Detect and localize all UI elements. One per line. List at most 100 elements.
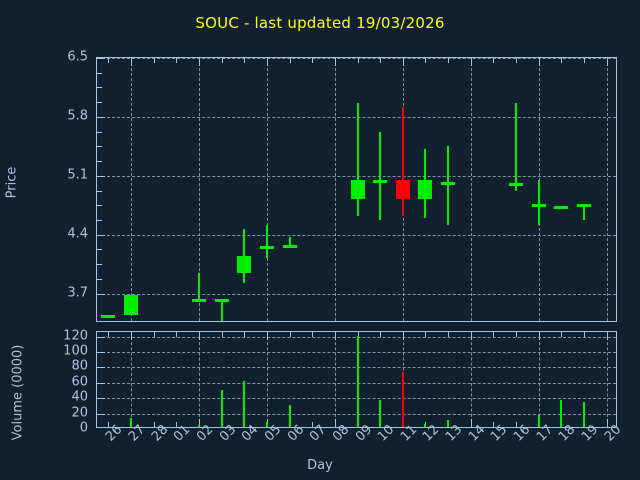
volume-vertical-gridline xyxy=(470,332,472,427)
price-tick-label: 4.4 xyxy=(67,226,88,242)
volume-axis-tick xyxy=(97,398,105,400)
price-vertical-gridline xyxy=(198,58,200,321)
candle-doji-mark xyxy=(101,315,116,319)
price-top-tick xyxy=(470,58,472,66)
candle-wick xyxy=(288,237,291,246)
volume-bar xyxy=(220,390,223,427)
price-tick-label: 3.7 xyxy=(67,285,88,301)
volume-top-tick xyxy=(380,332,382,337)
price-top-tick xyxy=(493,58,495,63)
price-vertical-gridline xyxy=(470,58,472,321)
price-tick-label: 5.1 xyxy=(67,167,88,183)
volume-top-tick xyxy=(606,332,608,340)
volume-top-tick xyxy=(402,332,404,340)
price-axis-minor-tick xyxy=(97,234,102,236)
candle-wick xyxy=(356,102,359,217)
price-vertical-gridline xyxy=(266,58,268,321)
volume-axis-tick-x xyxy=(153,422,155,427)
volume-top-tick xyxy=(153,332,155,337)
volume-top-tick xyxy=(561,332,563,337)
volume-top-tick xyxy=(266,332,268,340)
price-axis-minor-tick xyxy=(97,102,102,104)
candle-wick xyxy=(243,228,246,283)
price-top-tick xyxy=(448,58,450,63)
candle-wick xyxy=(379,132,382,220)
candle-doji-mark xyxy=(577,204,592,208)
volume-bar xyxy=(265,421,268,427)
price-axis-minor-tick xyxy=(97,249,102,251)
price-axis-minor-tick xyxy=(97,58,102,59)
price-tick-label: 6.5 xyxy=(67,49,88,65)
volume-axis-tick-x xyxy=(606,419,608,427)
volume-top-tick xyxy=(425,332,427,337)
volume-bar xyxy=(424,423,427,427)
volume-bar xyxy=(197,424,200,427)
price-vertical-gridline xyxy=(606,58,608,321)
candle-body xyxy=(418,179,433,200)
volume-bar xyxy=(447,420,450,427)
volume-tick-label: 100 xyxy=(63,343,88,359)
price-axis-minor-tick xyxy=(97,278,102,280)
volume-top-tick xyxy=(221,332,223,337)
price-tick-label: 5.8 xyxy=(67,108,88,124)
chart-title: SOUC - last updated 19/03/2026 xyxy=(195,14,445,32)
candle-doji-mark xyxy=(554,205,569,209)
volume-vertical-gridline xyxy=(538,332,540,427)
volume-top-tick xyxy=(176,332,178,337)
volume-axis-tick-x xyxy=(334,419,336,427)
price-axis-minor-tick xyxy=(97,131,102,133)
price-top-tick xyxy=(244,58,246,63)
candle-doji-mark xyxy=(441,181,456,185)
price-axis-minor-tick xyxy=(97,116,102,118)
price-top-tick xyxy=(266,58,268,66)
volume-bar xyxy=(537,415,540,427)
price-axis-minor-tick xyxy=(97,205,102,207)
candle-wick xyxy=(583,205,586,220)
volume-top-tick xyxy=(516,332,518,337)
volume-bar xyxy=(356,336,359,427)
volume-top-tick xyxy=(448,332,450,337)
volume-top-tick xyxy=(334,332,336,340)
price-top-tick xyxy=(312,58,314,63)
candle-body xyxy=(123,295,138,315)
price-top-tick xyxy=(357,58,359,63)
price-top-tick xyxy=(425,58,427,63)
candle-wick xyxy=(515,102,518,191)
price-top-tick xyxy=(584,58,586,63)
volume-bar xyxy=(379,400,382,427)
volume-bar xyxy=(288,405,291,427)
candle-wick xyxy=(220,300,223,321)
price-gridline xyxy=(97,234,616,236)
price-axis-minor-tick xyxy=(97,161,102,163)
volume-axis-tick-x xyxy=(493,422,495,427)
volume-top-tick xyxy=(357,332,359,337)
price-axis-minor-tick xyxy=(97,72,102,74)
volume-tick-label: 80 xyxy=(71,358,88,374)
volume-axis-tick-x xyxy=(176,422,178,427)
volume-tick-label: 0 xyxy=(79,420,88,436)
volume-top-tick xyxy=(493,332,495,337)
candle-body xyxy=(237,255,252,273)
volume-tick-label: 60 xyxy=(71,374,88,390)
volume-axis-tick xyxy=(97,367,105,369)
volume-bar xyxy=(243,380,246,427)
price-axis-minor-tick xyxy=(97,264,102,266)
price-top-tick xyxy=(380,58,382,63)
volume-plot-area xyxy=(96,331,617,428)
price-top-tick xyxy=(221,58,223,63)
price-top-tick xyxy=(334,58,336,66)
candle-wick xyxy=(537,179,540,225)
volume-top-tick xyxy=(198,332,200,340)
candle-wick xyxy=(401,106,404,217)
volume-bar xyxy=(583,402,586,427)
volume-top-tick xyxy=(244,332,246,337)
volume-vertical-gridline xyxy=(266,332,268,427)
volume-bar xyxy=(401,371,404,427)
volume-axis-tick xyxy=(97,382,105,384)
price-axis-minor-tick xyxy=(97,190,102,192)
price-axis-minor-tick xyxy=(97,219,102,221)
volume-vertical-gridline xyxy=(334,332,336,427)
price-plot-area xyxy=(96,57,617,322)
volume-axis-tick-x xyxy=(108,422,110,427)
price-gridline xyxy=(97,293,616,295)
